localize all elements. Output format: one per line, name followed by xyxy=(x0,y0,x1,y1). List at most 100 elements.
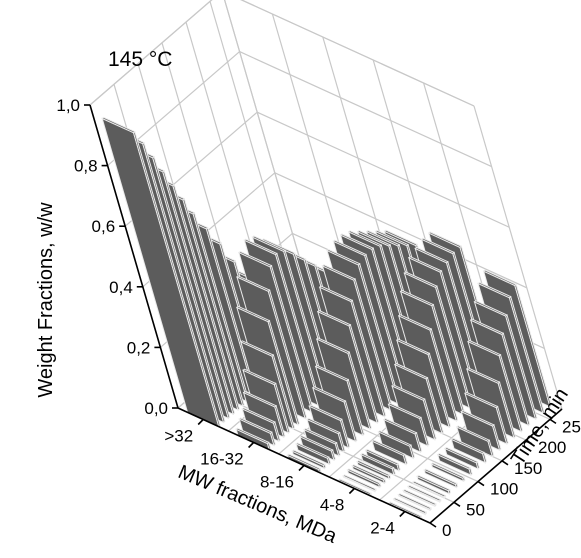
bar-top-face xyxy=(243,238,278,256)
bar xyxy=(387,402,430,447)
bar-top-face xyxy=(286,453,322,471)
bar-top-face xyxy=(315,337,351,354)
x-tick-label: 8-16 xyxy=(260,473,294,492)
bar-top-face xyxy=(444,446,479,464)
bar-top-face xyxy=(397,493,432,510)
bar xyxy=(371,439,408,466)
z-axis-line xyxy=(89,104,179,409)
bar xyxy=(311,386,358,443)
bar-top-face xyxy=(393,362,429,380)
bar-top-face xyxy=(242,390,278,408)
z-tick-label: 0,0 xyxy=(144,399,168,418)
x-tick-mark xyxy=(248,441,255,449)
bar xyxy=(342,474,377,493)
back-wall-gridline-horizontal xyxy=(274,172,528,289)
box-top-edge xyxy=(240,0,475,107)
bar-top-face xyxy=(236,275,271,292)
back-wall-gridline-horizontal xyxy=(239,51,492,168)
bar-top-face xyxy=(308,404,343,422)
bar-top-face xyxy=(477,281,512,299)
y-tick-mark xyxy=(525,439,533,445)
back-wall-gridline-horizontal xyxy=(240,0,475,107)
bar-top-face xyxy=(469,318,505,336)
bar xyxy=(402,489,437,508)
bar-top-face xyxy=(460,410,495,427)
bar-top-face xyxy=(402,489,437,506)
y-tick-mark xyxy=(477,480,485,487)
bar-top-face xyxy=(346,468,382,485)
x-tick-label: >32 xyxy=(164,427,193,446)
bar-top-face xyxy=(347,230,383,247)
bar xyxy=(238,417,276,447)
x-tick-mark xyxy=(298,464,305,472)
bar-top-face xyxy=(238,417,273,434)
bar-top-face xyxy=(316,309,352,327)
bar xyxy=(397,493,432,512)
axis-layer xyxy=(84,104,563,528)
bar xyxy=(377,430,416,460)
bar-top-face xyxy=(291,449,326,467)
bar-top-face xyxy=(326,248,361,266)
bar xyxy=(416,474,452,495)
bar-top-face xyxy=(311,386,347,403)
bar xyxy=(101,116,221,428)
bar-top-face xyxy=(420,237,455,255)
bar xyxy=(392,497,428,516)
bar-top-face xyxy=(235,427,270,445)
bar-top-face xyxy=(365,229,401,247)
bar-top-face xyxy=(465,367,501,384)
y-tick-label: 50 xyxy=(466,500,485,519)
bar xyxy=(346,468,382,489)
z-tick-label: 0,6 xyxy=(92,217,116,236)
bar xyxy=(364,448,401,472)
bar-top-face xyxy=(306,417,341,435)
y-tick-mark xyxy=(429,522,437,528)
bar-top-face xyxy=(342,474,377,491)
bar xyxy=(450,437,488,464)
y-tick-mark xyxy=(501,460,509,466)
z-tick-label: 0,2 xyxy=(127,338,151,357)
bar xyxy=(444,446,480,470)
bar xyxy=(351,464,387,485)
x-tick-mark xyxy=(348,487,355,495)
bar xyxy=(291,449,327,470)
bar-top-face xyxy=(383,417,418,435)
bar xyxy=(299,435,336,462)
bar xyxy=(407,484,442,503)
bar xyxy=(464,391,509,445)
bar-top-face xyxy=(332,239,367,257)
bar-top-face xyxy=(387,501,423,518)
y-tick-label: 150 xyxy=(514,459,542,478)
x-tick-label: 16-32 xyxy=(200,450,243,469)
bar-top-face xyxy=(236,305,271,323)
bar-top-face xyxy=(356,460,391,477)
bar-top-face xyxy=(427,231,463,248)
bar-top-face xyxy=(377,430,412,447)
bar-top-face xyxy=(371,439,406,456)
bar-top-face xyxy=(383,229,418,247)
z-tick-label: 0,4 xyxy=(109,278,133,297)
bar-top-face xyxy=(423,468,458,486)
y-tick-mark xyxy=(549,418,557,425)
bar-top-face xyxy=(299,435,334,452)
bar-top-face xyxy=(455,425,491,442)
bar-top-face xyxy=(407,484,442,502)
y-tick-mark xyxy=(453,501,461,507)
bar-layer xyxy=(101,116,552,520)
bar xyxy=(436,453,473,477)
x-tick-label: 2-4 xyxy=(370,519,395,538)
bar xyxy=(455,425,495,458)
bar-top-face xyxy=(251,235,286,252)
box-top-edge xyxy=(89,0,213,106)
z-axis-label: Weight Fractions, w/w xyxy=(35,202,57,398)
bar-top-face xyxy=(364,448,400,466)
bar-top-face xyxy=(356,230,392,247)
bar xyxy=(295,442,332,466)
bar xyxy=(423,468,459,489)
bar xyxy=(391,384,437,441)
bar xyxy=(411,480,447,499)
bar-top-face xyxy=(473,300,508,317)
bar-top-face xyxy=(239,340,275,357)
bar-top-face xyxy=(397,314,433,331)
y-tick-label: 0 xyxy=(442,521,451,540)
